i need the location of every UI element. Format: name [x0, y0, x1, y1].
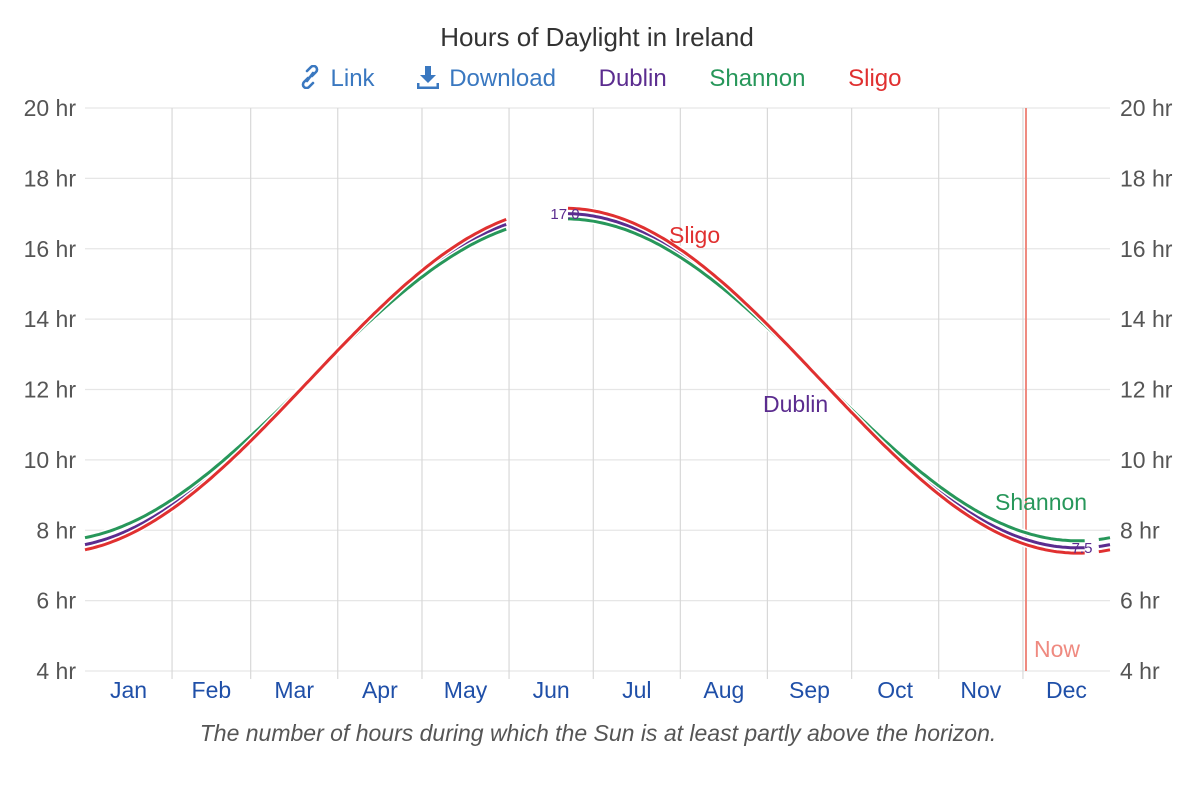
x-tick-label: Mar: [274, 677, 314, 703]
y-tick-label: 12 hr: [24, 377, 77, 403]
download-label: Download: [449, 64, 556, 92]
now-marker: Now: [1025, 108, 1080, 671]
x-tick-label: Jul: [622, 677, 651, 703]
y-tick-label: 14 hr: [1120, 306, 1173, 332]
y-tick-label: 4 hr: [36, 658, 76, 684]
series-line-sligo: [567, 206, 1085, 555]
chart-title: Hours of Daylight in Ireland: [440, 22, 754, 52]
series-line-sligo: [1098, 548, 1111, 554]
x-tick-label: Jan: [110, 677, 147, 703]
x-tick-label: Apr: [362, 677, 398, 703]
y-tick-label: 6 hr: [36, 588, 76, 614]
x-tick-label: Oct: [877, 677, 913, 703]
max-value-label: 17.0: [550, 206, 579, 223]
chart-toolbar: Link Download Dublin Shannon Sligo: [0, 64, 1200, 93]
series-halo: [84, 226, 508, 541]
y-tick-label: 8 hr: [36, 517, 76, 543]
series-line-shannon: [84, 227, 507, 540]
series-line-sligo: [84, 218, 507, 552]
y-tick-label: 10 hr: [24, 447, 77, 473]
series-lines: [84, 205, 1111, 557]
x-tick-label: Aug: [703, 677, 744, 703]
grid-lines: [85, 107, 1110, 679]
legend-dublin[interactable]: Dublin: [598, 64, 667, 92]
y-tick-label: 14 hr: [24, 306, 77, 332]
x-tick-label: May: [444, 677, 488, 703]
y-tick-label: 10 hr: [1120, 447, 1173, 473]
download-icon: [416, 65, 440, 90]
link-icon: [301, 64, 318, 89]
series-label-shannon: Shannon: [995, 489, 1087, 515]
series-annotations: 17.0 7.5 Sligo Dublin Shannon: [550, 206, 1092, 557]
min-value-label: 7.5: [1072, 540, 1093, 557]
link-button[interactable]: Link: [299, 64, 375, 93]
legend-shannon[interactable]: Shannon: [709, 64, 806, 92]
link-label: Link: [330, 64, 375, 92]
y-tick-label: 16 hr: [1120, 236, 1173, 262]
x-tick-label: Dec: [1046, 677, 1087, 703]
y-tick-label: 8 hr: [1120, 517, 1160, 543]
y-tick-label: 18 hr: [24, 165, 77, 191]
x-tick-label: Feb: [192, 677, 232, 703]
y-tick-label: 18 hr: [1120, 165, 1173, 191]
series-line-shannon: [1098, 536, 1111, 541]
x-tick-label: Nov: [960, 677, 1001, 703]
chart-caption: The number of hours during which the Sun…: [199, 720, 997, 746]
y-axis-left: 4 hr 6 hr 8 hr 10 hr 12 hr 14 hr 16 hr 18 hr 20 …: [24, 95, 77, 684]
series-line-dublin: [1098, 543, 1111, 548]
legend-sligo[interactable]: Sligo: [848, 64, 902, 92]
x-axis: Jan Feb Mar Apr May Jun Jul Aug Sep Oct Nov Dec: [110, 677, 1087, 703]
series-line-dublin: [84, 222, 507, 547]
y-tick-label: 6 hr: [1120, 588, 1160, 614]
series-halo: [84, 216, 508, 553]
series-label-sligo: Sligo: [669, 222, 720, 248]
y-axis-right: 4 hr 6 hr 8 hr 10 hr 12 hr 14 hr 16 hr 18 hr 20 …: [1120, 95, 1173, 684]
y-tick-label: 20 hr: [1120, 95, 1173, 121]
x-tick-label: Sep: [789, 677, 830, 703]
series-halo: [84, 221, 508, 548]
y-tick-label: 4 hr: [1120, 658, 1160, 684]
x-tick-label: Jun: [533, 677, 570, 703]
y-tick-label: 12 hr: [1120, 377, 1173, 403]
download-button[interactable]: Download: [416, 64, 556, 93]
y-tick-label: 16 hr: [24, 236, 77, 262]
now-label: Now: [1034, 636, 1080, 662]
series-label-dublin: Dublin: [763, 391, 828, 417]
y-tick-label: 20 hr: [24, 95, 77, 121]
